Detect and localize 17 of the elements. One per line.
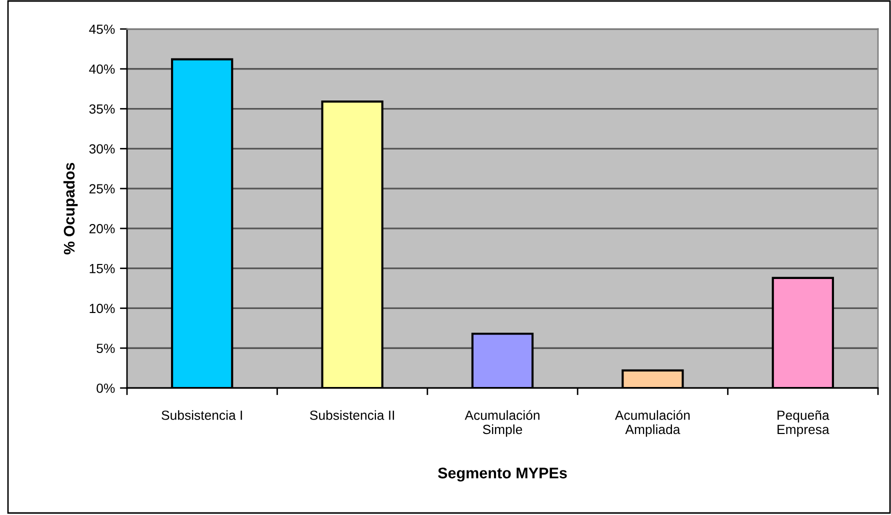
y-tick-label: 30% bbox=[89, 144, 115, 154]
y-tick-label: 45% bbox=[89, 24, 115, 34]
x-tick-label: Subsistencia II bbox=[310, 410, 394, 420]
y-tick-label: 15% bbox=[90, 264, 115, 274]
x-tick-label: Acumulación Ampliada bbox=[614, 410, 690, 437]
y-tick-label: 35% bbox=[89, 104, 115, 114]
y-tick-label: 25% bbox=[89, 184, 115, 194]
x-tick-label: Pequeña Empresa bbox=[778, 410, 830, 437]
y-tick-label: 10% bbox=[90, 304, 115, 314]
y-tick-label: 5% bbox=[96, 344, 115, 354]
y-axis-title: % Ocupados bbox=[63, 162, 78, 254]
x-tick-label: Acumulación Simple bbox=[464, 410, 540, 437]
x-axis-title: Segmento MYPEs bbox=[438, 468, 567, 482]
y-tick-label: 20% bbox=[89, 224, 115, 234]
y-tick-label: 40% bbox=[89, 64, 115, 74]
x-tick-label: Subsistencia I bbox=[162, 410, 242, 420]
y-tick-label: 0% bbox=[96, 384, 115, 393]
